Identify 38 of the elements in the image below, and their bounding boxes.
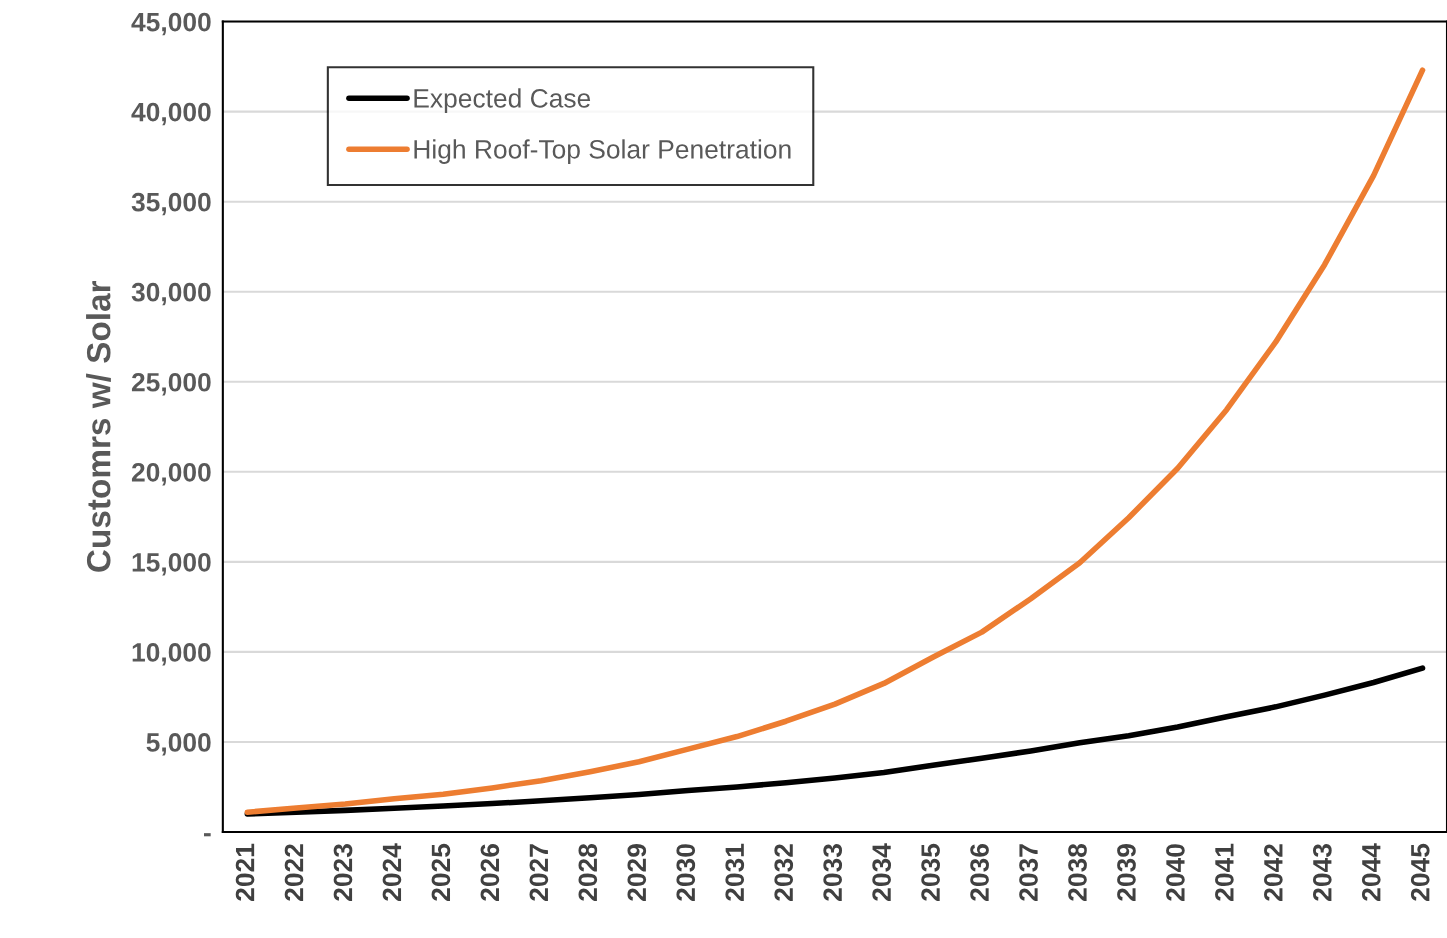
y-tick-label: 30,000	[131, 282, 211, 306]
x-tick-label: 2022	[284, 844, 304, 901]
x-tick-label: 2038	[1068, 843, 1087, 901]
x-tick-label: 2025	[431, 843, 451, 901]
x-tick-label: 2030	[676, 844, 696, 901]
x-tick-label: 2041	[1215, 843, 1234, 901]
y-tick-label: 35,000	[131, 192, 211, 216]
y-tick-label: -	[203, 833, 211, 837]
legend-label: High Roof-Top Solar Penetration	[414, 139, 791, 164]
y-tick-label: 10,000	[132, 643, 211, 666]
x-tick-label: 2045	[1410, 843, 1430, 901]
y-tick-label: 25,000	[131, 372, 211, 396]
x-tick-label: 2024	[382, 843, 402, 901]
x-tick-label: 2036	[970, 844, 989, 901]
x-tick-label: 2028	[578, 843, 598, 901]
y-tick-label: 5,000	[146, 733, 211, 756]
x-tick-label: 2027	[529, 844, 549, 901]
y-tick-label: 40,000	[131, 102, 211, 126]
x-tick-label: 2034	[872, 843, 892, 901]
x-tick-label: 2042	[1264, 844, 1283, 901]
x-tick-label: 2029	[627, 844, 647, 901]
y-tick-label: 45,000	[131, 12, 211, 36]
legend-label: Expected Case	[414, 88, 591, 113]
x-tick-label: 2037	[1019, 844, 1038, 901]
x-tick-label: 2035	[921, 843, 940, 901]
x-tick-label: 2039	[1117, 844, 1136, 901]
x-tick-label: 2031	[725, 843, 745, 901]
x-tick-label: 2043	[1312, 844, 1332, 901]
x-tick-label: 2021	[235, 843, 255, 901]
x-tick-label: 2040	[1166, 844, 1185, 901]
y-tick-label: 15,000	[132, 553, 211, 576]
x-tick-label: 2033	[823, 844, 843, 901]
y-tick-label: 20,000	[131, 462, 211, 486]
x-tick-label: 2032	[774, 844, 794, 901]
x-tick-label: 2023	[333, 844, 353, 901]
y-axis-title: Customrs w/ Solar	[86, 280, 111, 572]
x-tick-label: 2044	[1361, 843, 1381, 901]
x-tick-label: 2026	[480, 844, 500, 901]
